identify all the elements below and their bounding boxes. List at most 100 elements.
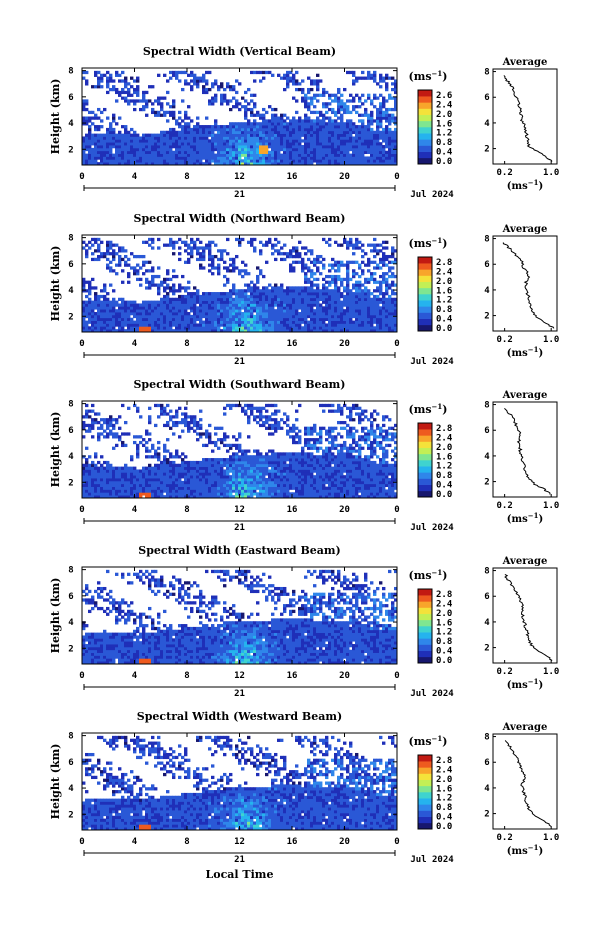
heatmap-cell (91, 463, 95, 468)
heatmap-cell (154, 489, 158, 493)
heatmap-cell (301, 314, 305, 319)
heatmap-cell (376, 125, 380, 129)
heatmap-cell (355, 312, 359, 316)
heatmap-cell (391, 76, 395, 80)
heatmap-cell (136, 480, 140, 485)
heatmap-cell (148, 283, 152, 287)
heatmap-cell (166, 463, 170, 468)
heatmap-cell (115, 443, 119, 448)
heatmap-cell (313, 309, 317, 313)
heatmap-cell (193, 133, 197, 137)
heatmap-cell (283, 252, 287, 256)
heatmap-cell (256, 113, 260, 117)
heatmap-cell (82, 119, 86, 123)
heatmap-cell (331, 142, 335, 146)
heatmap-cell (178, 326, 182, 330)
heatmap-cell (172, 329, 176, 333)
heatmap-cell (358, 289, 362, 293)
heatmap-cell (172, 159, 176, 163)
heatmap-cell (106, 309, 110, 313)
heatmap-cell (145, 269, 149, 273)
heatmap-cell (265, 145, 269, 149)
heatmap-cell (373, 326, 377, 330)
heatmap-cell (130, 312, 134, 316)
heatmap-cell (325, 139, 329, 143)
heatmap-cell (82, 312, 86, 316)
heatmap-cell (196, 472, 200, 476)
heatmap-cell (226, 252, 230, 256)
heatmap-cell (271, 252, 275, 256)
heatmap-cell (295, 249, 299, 253)
heatmap-cell (277, 312, 281, 316)
heatmap-cell (388, 159, 392, 163)
heatmap-cell (175, 483, 179, 487)
heatmap-cell (172, 495, 176, 499)
heatmap-cell (382, 297, 386, 302)
heatmap-cell (304, 263, 308, 267)
heatmap-cell (172, 246, 176, 250)
heatmap-cell (232, 150, 236, 154)
heatmap-cell (121, 329, 125, 333)
heatmap-cell (163, 277, 167, 282)
heatmap-cell (217, 480, 221, 485)
heatmap-cell (328, 156, 332, 160)
heatmap-cell (160, 478, 164, 482)
heatmap-cell (151, 162, 155, 166)
heatmap-cell (379, 300, 383, 304)
heatmap-cell (88, 429, 92, 433)
heatmap-cell (385, 272, 389, 276)
heatmap-cell (319, 139, 323, 143)
colorbar-swatch (418, 263, 432, 270)
heatmap-cell (394, 150, 398, 154)
heatmap-cell (202, 312, 206, 316)
heatmap-cell (244, 303, 248, 307)
heatmap-cell (202, 139, 206, 143)
heatmap-cell (124, 463, 128, 468)
heatmap-cell (91, 323, 95, 327)
heatmap-cell (346, 136, 350, 140)
heatmap-cell (229, 297, 233, 302)
heatmap-cell (277, 286, 281, 290)
heatmap-cell (226, 297, 230, 302)
heatmap-cell (136, 323, 140, 327)
heatmap-cell (286, 127, 290, 132)
heatmap-cell (157, 292, 161, 296)
heatmap-cell (124, 82, 128, 86)
heatmap-cell (364, 277, 368, 282)
heatmap-cell (85, 243, 89, 247)
heatmap-cell (88, 415, 92, 419)
heatmap-cell (283, 329, 287, 333)
heatmap-cell (160, 466, 164, 470)
heatmap-cell (322, 142, 326, 146)
heatmap-cell (352, 300, 356, 304)
heatmap-cell (289, 249, 293, 253)
heatmap-cell (379, 125, 383, 129)
heatmap-cell (172, 99, 176, 103)
heatmap-cell (85, 492, 89, 496)
heatmap-cell (388, 122, 392, 126)
heatmap-cell (391, 116, 395, 120)
heatmap-cell (136, 145, 140, 149)
heatmap-cell (361, 147, 365, 152)
heatmap-cell (199, 463, 203, 468)
heatmap-cell (292, 142, 296, 146)
heatmap-cell (292, 122, 296, 126)
heatmap-cell (295, 294, 299, 299)
heatmap-cell (184, 116, 188, 120)
heatmap-cell (370, 127, 374, 132)
heatmap-cell (259, 153, 263, 157)
heatmap-cell (364, 329, 368, 333)
heatmap-cell (169, 489, 173, 493)
heatmap-cell (142, 150, 146, 154)
heatmap-cell (247, 312, 251, 316)
heatmap-cell (142, 99, 146, 103)
heatmap-cell (199, 263, 203, 267)
x-tick-label: 8 (184, 339, 189, 349)
heatmap-cell (325, 309, 329, 313)
heatmap-cell (121, 326, 125, 330)
heatmap-cell (97, 85, 101, 89)
heatmap-cell (136, 85, 140, 89)
heatmap-cell (352, 320, 356, 324)
heatmap-cell (286, 309, 290, 313)
heatmap-cell (208, 458, 212, 462)
